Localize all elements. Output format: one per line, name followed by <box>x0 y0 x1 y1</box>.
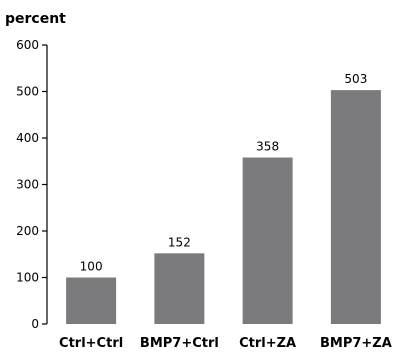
bar <box>154 253 205 324</box>
x-tick-label: BMP7+Ctrl <box>140 336 219 351</box>
bar-value-label: 100 <box>80 260 103 274</box>
y-tick-label: 500 <box>16 85 39 99</box>
bar <box>242 157 293 324</box>
bar-value-label: 152 <box>168 235 191 249</box>
x-tick-label: Ctrl+ZA <box>239 336 296 351</box>
bars <box>66 90 381 324</box>
x-axis-tick-labels: Ctrl+Ctrl BMP7+Ctrl Ctrl+ZA BMP7+ZA <box>59 336 392 351</box>
x-tick-label: Ctrl+Ctrl <box>59 336 123 351</box>
x-tick-label: BMP7+ZA <box>320 336 392 351</box>
bar <box>330 90 381 324</box>
y-tick-label: 300 <box>16 178 39 192</box>
y-axis: 0 100 200 300 400 500 600 <box>16 38 48 331</box>
y-tick-label: 200 <box>16 224 39 238</box>
y-tick-label: 100 <box>16 271 39 285</box>
bar-value-label: 358 <box>256 140 279 154</box>
bar <box>66 277 117 324</box>
y-axis-title: percent <box>5 11 66 27</box>
y-tick-label: 600 <box>16 38 39 52</box>
y-tick-label: 400 <box>16 131 39 145</box>
bar-value-labels: 100 152 358 503 <box>80 72 368 273</box>
bar-value-label: 503 <box>344 72 367 86</box>
y-tick-label: 0 <box>31 317 39 331</box>
